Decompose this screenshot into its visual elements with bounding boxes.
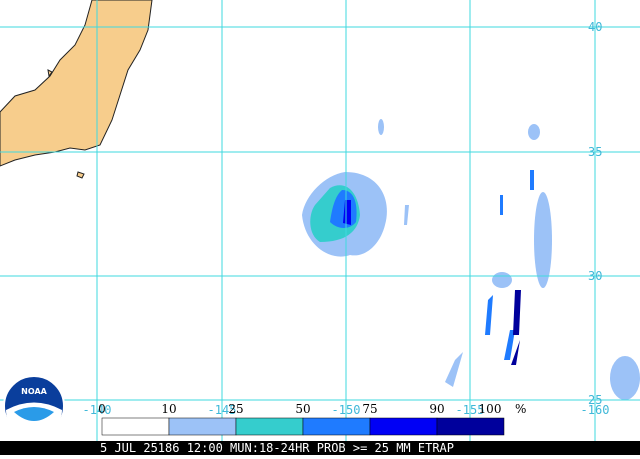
legend-label: 100 [479,402,502,416]
lat-label: 30 [588,269,602,283]
grid [0,0,640,441]
prob-100 [511,290,521,365]
prob-10 [610,356,640,400]
legend-swatch [168,417,237,436]
legend-unit: % [515,402,526,416]
legend-swatch [235,417,304,436]
prob-10 [378,119,384,135]
lat-label: 25 [588,393,602,407]
japan [0,0,153,167]
logo-text: NOAA [21,387,47,396]
legend-swatch [302,417,371,436]
legend-label: 75 [362,402,377,416]
prob-10 [492,272,512,288]
prob-10 [445,352,463,387]
legend-swatch [101,417,170,436]
legend: 0 10 25 50 75 90 100% [98,402,526,436]
footer-text: 5 JUL 25186 12:00 MUN:18-24HR PROB >= 25… [100,441,454,455]
legend-label: 50 [295,402,310,416]
lat-label: 40 [588,20,602,34]
legend-label: 10 [161,402,176,416]
prob-10 [534,192,552,288]
legend-swatch [436,417,505,436]
legend-swatch [369,417,438,436]
legend-label: 90 [429,402,444,416]
footer-bar [0,441,640,455]
lat-label: 35 [588,145,602,159]
legend-label: 0 [98,402,106,416]
lon-label: -145 [208,403,237,417]
precip [302,119,640,400]
land [0,0,153,179]
prob-10 [528,124,540,140]
lon-label: -150 [332,403,361,417]
coord-labels: 40 35 30 25 -140 -145 -150 -155 -160 [83,20,610,417]
logo-gull [14,407,54,421]
island [47,69,85,179]
prob-10 [404,205,409,225]
prob-50 [485,170,534,360]
lon-label: -160 [581,403,610,417]
lon-label: -155 [456,403,485,417]
prob-75 [343,200,351,225]
noaa-logo: NOAA [3,375,65,438]
legend-label: 25 [228,402,243,416]
lon-label: -140 [83,403,112,417]
